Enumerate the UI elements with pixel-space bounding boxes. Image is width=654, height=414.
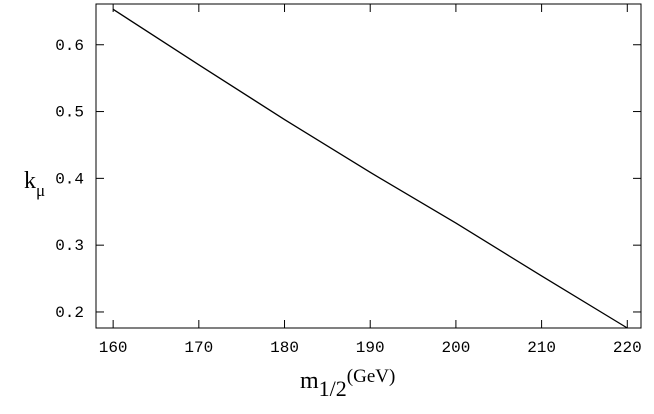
y-axis-label: kμ xyxy=(24,168,45,200)
x-tick-label: 190 xyxy=(356,339,385,357)
x-label-main: m xyxy=(300,368,319,394)
y-tick-label: 0.3 xyxy=(55,237,84,255)
y-tick-label: 0.5 xyxy=(55,104,84,122)
x-tick-label: 210 xyxy=(527,339,556,357)
y-label-sub: μ xyxy=(36,181,45,200)
x-label-sub: 1/2 xyxy=(319,376,347,401)
plot-frame xyxy=(95,3,642,329)
y-tick-label: 0.4 xyxy=(55,170,84,188)
x-tick-label: 180 xyxy=(270,339,299,357)
x-axis-label: m1/2(GeV) xyxy=(300,366,395,401)
data-line xyxy=(112,8,628,329)
x-tick-label: 200 xyxy=(441,339,470,357)
x-tick-label: 220 xyxy=(613,339,642,357)
y-tick-label: 0.6 xyxy=(55,37,84,55)
x-tick-label: 160 xyxy=(99,339,128,357)
x-label-suffix: (GeV) xyxy=(347,366,396,387)
x-tick-label: 170 xyxy=(184,339,213,357)
y-label-main: k xyxy=(24,168,36,194)
y-tick-label: 0.2 xyxy=(55,304,84,322)
